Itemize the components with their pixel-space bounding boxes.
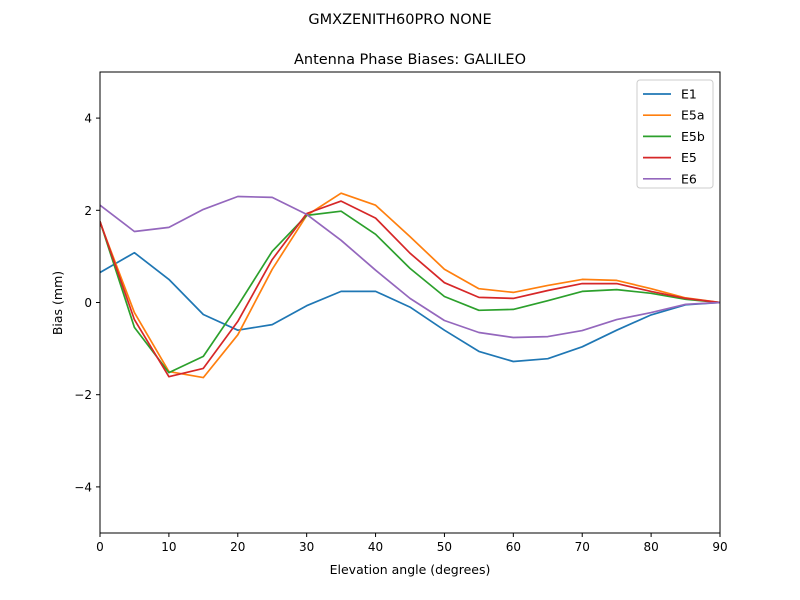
- y-tick-label: 4: [84, 112, 92, 126]
- y-axis-label: Bias (mm): [50, 271, 65, 335]
- series-line-e1: [100, 251, 720, 363]
- legend-label-e1: E1: [681, 87, 697, 102]
- x-tick-label: 0: [96, 540, 104, 554]
- series-line-e5a: [100, 192, 720, 379]
- axes-frame: [99, 71, 721, 534]
- series-line-e5: [100, 200, 720, 378]
- x-tick-label: 30: [299, 540, 314, 554]
- x-tick-label: 50: [437, 540, 452, 554]
- chart-suptitle: GMXZENITH60PRO NONE: [308, 12, 491, 28]
- legend-label-e5: E5: [681, 150, 697, 165]
- x-tick-label: 40: [368, 540, 383, 554]
- x-tick-label: 70: [575, 540, 590, 554]
- y-tick-label: −4: [74, 480, 92, 494]
- x-tick-label: 60: [506, 540, 521, 554]
- x-tick-label: 20: [230, 540, 245, 554]
- legend-box: [636, 79, 714, 189]
- x-tick-label: 90: [712, 540, 727, 554]
- y-tick-label: −2: [74, 388, 92, 402]
- legend-label-e5a: E5a: [681, 108, 705, 123]
- plot-area: 0 10 20 30 40 50 60 70 80 90 −4 −2 0 2 4 E1 E5a E5b E5 E6: [74, 71, 728, 554]
- y-tick-label: 0: [84, 296, 92, 310]
- series-line-e5b: [100, 210, 720, 374]
- series-line-e6: [100, 195, 720, 339]
- legend-label-e5b: E5b: [681, 129, 705, 144]
- x-tick-label: 80: [643, 540, 658, 554]
- x-axis-label: Elevation angle (degrees): [330, 562, 491, 577]
- legend-label-e6: E6: [681, 171, 697, 186]
- x-tick-label: 10: [161, 540, 176, 554]
- y-tick-label: 2: [84, 204, 92, 218]
- chart-title: Antenna Phase Biases: GALILEO: [294, 52, 526, 68]
